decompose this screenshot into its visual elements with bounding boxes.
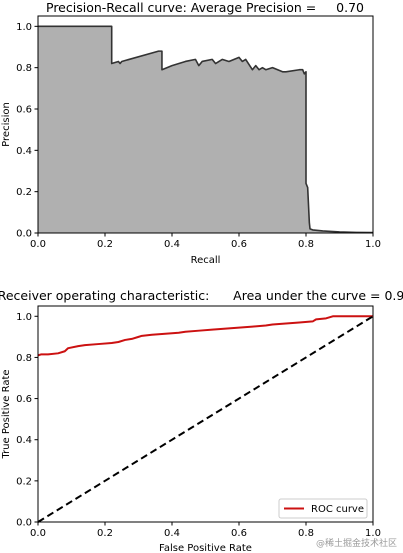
- roc-legend: ROC curve: [278, 498, 368, 519]
- roc-xtick-label: 0.2: [97, 528, 113, 539]
- roc-xticks: 0.0 0.2 0.4 0.6 0.8 1.0: [30, 522, 381, 539]
- roc-line-layer: [37, 315, 374, 523]
- roc-axes-frame: [37, 305, 374, 523]
- roc-ylabel: True Positive Rate: [1, 369, 12, 459]
- roc-ytick-label: 0.0: [16, 518, 32, 529]
- roc-ytick-label: 0.4: [16, 435, 32, 446]
- pr-curve-line: [38, 25, 374, 234]
- pr-chart: Precision-Recall curve: Average Precisio…: [1, 0, 381, 266]
- pr-area-layer: [38, 26, 373, 233]
- pr-ylabel: Precision: [1, 102, 12, 147]
- roc-ytick-label: 0.8: [16, 353, 32, 364]
- pr-ytick-label: 0.4: [16, 146, 32, 157]
- watermark-text: @稀土掘金技术社区: [315, 539, 397, 549]
- roc-title: Receiver operating characteristic: Area …: [0, 288, 403, 303]
- roc-chart: Receiver operating characteristic: Area …: [0, 288, 403, 553]
- pr-ytick-label: 1.0: [16, 22, 32, 33]
- pr-axes-frame: [37, 15, 374, 234]
- pr-xtick-label: 0.4: [164, 239, 180, 250]
- pr-xtick-label: 0.6: [231, 239, 247, 250]
- roc-yticks: 0.0 0.2 0.4 0.6 0.8 1.0: [16, 312, 38, 529]
- pr-xtick-label: 0.8: [298, 239, 314, 250]
- roc-diagonal-line: [37, 315, 374, 523]
- pr-area-fill: [38, 26, 373, 233]
- roc-ytick-label: 0.6: [16, 394, 32, 405]
- pr-ytick-label: 0.8: [16, 63, 32, 74]
- pr-xtick-label: 0.2: [97, 239, 113, 250]
- pr-ytick-label: 0.2: [16, 187, 32, 198]
- roc-xlabel: False Positive Rate: [159, 543, 252, 553]
- roc-legend-label: ROC curve: [311, 504, 364, 515]
- pr-line-layer: [38, 25, 374, 234]
- roc-legend-box: [278, 498, 368, 519]
- roc-xtick-label: 0.6: [231, 528, 247, 539]
- roc-ytick-label: 1.0: [16, 312, 32, 323]
- pr-xticks: 0.0 0.2 0.4 0.6 0.8 1.0: [30, 233, 381, 250]
- pr-ytick-label: 0.6: [16, 105, 32, 116]
- roc-curve-line: [37, 315, 373, 357]
- pr-title: Precision-Recall curve: Average Precisio…: [46, 0, 364, 15]
- pr-xtick-label: 0.0: [30, 239, 46, 250]
- pr-yticks: 0.0 0.2 0.4 0.6 0.8 1.0: [16, 22, 38, 240]
- roc-xtick-label: 1.0: [365, 528, 381, 539]
- roc-xtick-label: 0.4: [164, 528, 180, 539]
- pr-xlabel: Recall: [191, 255, 221, 266]
- roc-ytick-label: 0.2: [16, 476, 32, 487]
- roc-xtick-label: 0.0: [30, 528, 46, 539]
- roc-xtick-label: 0.8: [298, 528, 314, 539]
- pr-ytick-label: 0.0: [16, 229, 32, 240]
- pr-xtick-label: 1.0: [365, 239, 381, 250]
